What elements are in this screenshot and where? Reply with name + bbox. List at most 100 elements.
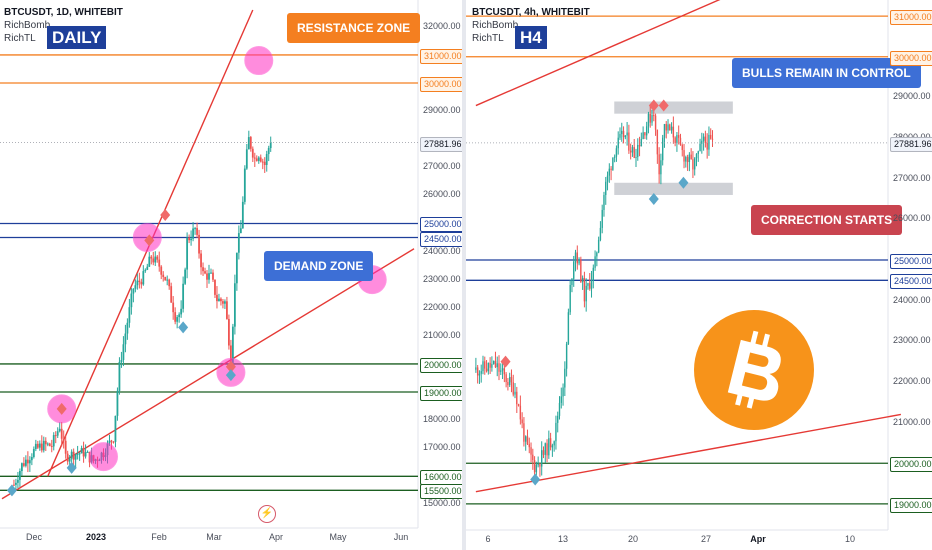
y-tick-21000.00: 21000.00 [423,329,461,340]
candle [521,412,523,429]
candle [699,138,701,152]
candle [512,374,514,397]
trendline-1 [1,248,415,500]
candle [176,314,179,329]
candle [34,439,37,452]
y-tick-27000.00: 27000.00 [423,161,461,172]
candle [17,471,19,489]
level-label-25000.00: 25000.00 [420,217,466,233]
y-tick-29000.00: 29000.00 [893,91,931,102]
candle [84,444,87,459]
candle [528,437,530,454]
candle [202,262,204,276]
candle [706,133,708,159]
candle [74,453,77,469]
candle [686,154,689,171]
candle [249,135,252,152]
candle [82,441,85,463]
candle [160,265,163,280]
candle [72,448,75,465]
candle [553,440,555,452]
daily-chart-header: BTCUSDT, 1D, WHITEBIT RichBomb RichTL [4,6,123,45]
candle [576,245,578,270]
candle [560,387,562,409]
candle [500,363,502,375]
candle [46,442,49,447]
candle [480,364,482,383]
candle [635,148,637,167]
h4-chart-panel[interactable]: BTCUSDT, 4h, WHITEBIT RichBomb RichTL H4… [466,0,932,550]
teal-diamond-1 [66,461,77,474]
daily-timeframe-badge: DAILY [47,26,107,49]
candle [695,153,698,167]
candle [243,165,246,205]
candle [505,372,507,388]
candle [574,249,577,272]
candle [132,288,135,303]
candle [136,273,139,290]
daily-indicator-2[interactable]: RichTL [4,33,36,44]
candle [537,456,539,468]
candle [516,386,518,413]
h4-indicator-1[interactable]: RichBomb [472,20,519,31]
candle [76,445,79,460]
h4-timeframe-badge: H4 [515,26,547,49]
x-tick-6: 6 [485,534,491,544]
candle [196,222,198,238]
daily-chart-panel[interactable]: BTCUSDT, 1D, WHITEBIT RichBomb RichTL DA… [0,0,466,550]
candle [567,308,570,345]
y-tick-24000.00: 24000.00 [893,294,931,305]
h4-chart-canvas[interactable] [466,0,932,550]
red-diamond-2 [160,209,171,222]
red-diamond-0 [56,402,67,415]
candle [86,450,89,453]
candle [120,351,123,368]
candle [597,236,600,254]
lightning-icon[interactable]: ⚡ [258,505,276,523]
candle [599,221,602,242]
candle [517,403,520,407]
candle [269,136,272,152]
level-label-15500.00: 15500.00 [420,484,466,500]
demand-zone-callout: DEMAND ZONE [264,251,374,281]
x-tick-Mar: Mar [206,532,222,542]
candle [267,145,270,162]
candle [555,415,557,450]
candle [172,296,175,320]
candle [30,453,33,466]
candle [485,360,488,373]
h4-indicator-2[interactable]: RichTL [472,33,504,44]
candle [247,130,250,150]
candle [489,357,491,375]
candle [194,226,196,235]
candle [654,113,657,136]
y-tick-26000.00: 26000.00 [423,189,461,200]
candle [519,395,522,425]
candle [118,357,121,395]
candle [580,256,582,283]
level-label-31000.00: 31000.00 [890,10,932,26]
gray-zone-1 [614,182,733,195]
candle [551,443,554,457]
daily-indicator-1[interactable]: RichBomb [4,20,51,31]
y-tick-29000.00: 29000.00 [423,105,461,116]
candle [679,133,682,146]
candle [140,278,143,289]
daily-chart-canvas[interactable] [0,0,462,550]
level-label-30000.00: 30000.00 [420,77,466,93]
candle [150,255,153,265]
candle [701,132,703,154]
level-label-20000.00: 20000.00 [890,457,932,473]
candle [475,357,477,373]
candle [42,436,45,453]
candle [688,152,691,172]
candle [20,462,23,476]
candle [672,116,675,144]
candle [62,430,65,449]
candle [619,127,621,140]
panel-divider[interactable] [462,0,466,550]
candle [605,176,607,205]
candle [642,126,644,140]
candle [667,119,669,134]
level-label-16000.00: 16000.00 [420,470,466,486]
